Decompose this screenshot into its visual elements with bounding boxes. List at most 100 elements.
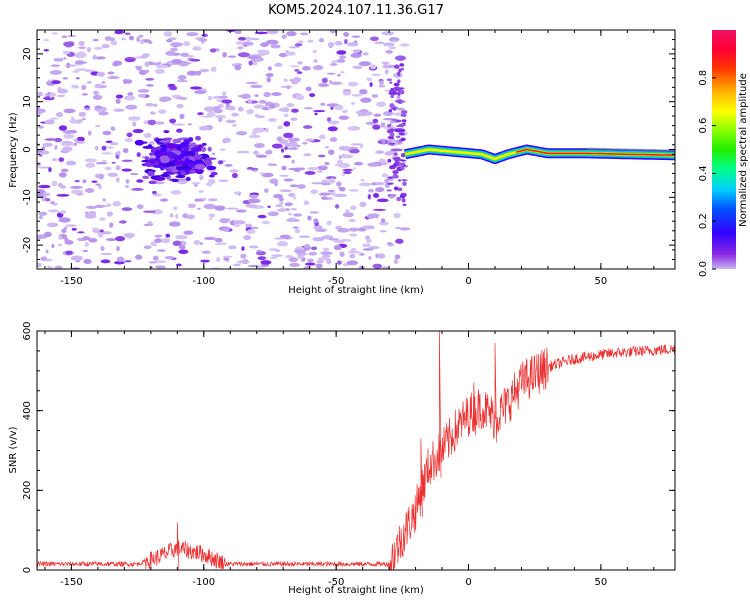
noise-blob — [144, 61, 150, 67]
noise-blob — [365, 235, 371, 241]
noise-blob — [83, 258, 92, 265]
noise-blob — [212, 95, 221, 100]
colorbar-label: Normalized spectral amplitude — [738, 73, 749, 227]
noise-blob — [95, 56, 106, 60]
noise-blob — [201, 33, 209, 38]
noise-blob — [218, 117, 223, 123]
noise-blob — [102, 198, 107, 202]
noise-blob — [390, 39, 399, 42]
y-tick-label: 400 — [22, 401, 33, 420]
noise-blob — [136, 36, 140, 43]
noise-blob — [372, 193, 380, 198]
noise-edge-blob — [399, 163, 406, 166]
noise-blob — [39, 215, 43, 220]
noise-blob — [99, 217, 106, 221]
noise-blob — [310, 246, 318, 250]
noise-blob — [367, 162, 380, 167]
noise-edge-blob — [397, 91, 401, 96]
noise-blob — [388, 91, 399, 95]
noise-blob — [138, 34, 144, 38]
noise-blob — [48, 167, 52, 173]
noise-blob — [145, 102, 154, 107]
noise-blob — [201, 250, 211, 254]
noise-blob — [70, 255, 83, 261]
noise-blob — [145, 83, 154, 87]
noise-blob — [171, 58, 183, 64]
noise-blob — [313, 224, 323, 230]
noise-blob — [320, 251, 333, 256]
noise-blob — [320, 102, 326, 107]
noise-blob — [313, 109, 326, 113]
noise-edge-blob — [387, 124, 392, 128]
noise-blob — [46, 222, 59, 228]
noise-edge-blob — [400, 166, 405, 171]
noise-blob — [378, 84, 385, 88]
noise-blob — [290, 79, 299, 85]
y-tick-label: -20 — [22, 237, 33, 253]
noise-blob — [222, 255, 233, 258]
noise-blob — [78, 111, 87, 117]
noise-blob — [283, 121, 291, 127]
noise-blob — [61, 35, 68, 38]
noise-blob — [307, 167, 320, 171]
noise-blob — [198, 38, 208, 42]
noise-edge-blob — [392, 174, 399, 179]
noise-blob — [64, 64, 77, 67]
noise-blob — [256, 249, 262, 253]
noise-blob — [382, 118, 396, 121]
noise-blob — [379, 80, 384, 85]
noise-blob — [100, 245, 105, 252]
noise-blob — [173, 206, 178, 210]
noise-blob — [326, 117, 332, 123]
noise-blob — [309, 93, 316, 98]
noise-blob — [101, 81, 106, 84]
noise-blob — [214, 242, 228, 245]
noise-blob — [65, 250, 73, 255]
noise-blob — [329, 63, 338, 66]
noise-cluster-blob — [176, 146, 181, 152]
noise-edge-blob — [393, 152, 398, 156]
spectrogram-x-ticks: -150 -100 -50 0 50 — [44, 30, 655, 287]
noise-blob — [102, 130, 112, 136]
noise-blob — [290, 141, 298, 148]
noise-blob — [126, 132, 133, 138]
noise-blob — [175, 213, 179, 219]
noise-blob — [308, 252, 318, 256]
noise-blob — [388, 46, 397, 50]
noise-blob — [357, 111, 362, 117]
noise-blob — [372, 118, 379, 124]
x-tick-label: -50 — [328, 577, 344, 588]
noise-blob — [276, 136, 283, 142]
noise-blob — [147, 221, 152, 225]
noise-blob — [292, 226, 299, 229]
noise-blob — [131, 187, 144, 191]
noise-blob — [400, 43, 410, 47]
noise-cluster-blob — [147, 170, 155, 177]
noise-blob — [269, 178, 279, 184]
noise-blob — [283, 78, 288, 82]
noise-blob — [192, 46, 202, 51]
noise-cluster-blob — [155, 154, 160, 160]
noise-cluster-blob — [189, 169, 196, 174]
noise-blob — [331, 60, 339, 63]
noise-blob — [277, 125, 284, 130]
noise-blob — [384, 69, 389, 75]
noise-blob — [165, 50, 177, 56]
noise-cluster-blob — [182, 168, 191, 172]
noise-blob — [266, 30, 279, 35]
noise-blob — [380, 218, 386, 223]
noise-blob — [159, 96, 172, 102]
noise-blob — [240, 253, 247, 259]
noise-blob — [91, 227, 99, 231]
noise-blob — [62, 77, 69, 80]
noise-blob — [256, 49, 269, 53]
noise-blob — [43, 96, 55, 101]
noise-cluster-blob — [188, 137, 194, 143]
noise-blob — [343, 31, 350, 37]
noise-blob — [38, 211, 48, 216]
noise-blob — [234, 64, 242, 71]
noise-blob — [359, 89, 368, 95]
noise-blob — [208, 213, 216, 218]
noise-blob — [165, 233, 171, 238]
noise-blob — [336, 260, 342, 265]
